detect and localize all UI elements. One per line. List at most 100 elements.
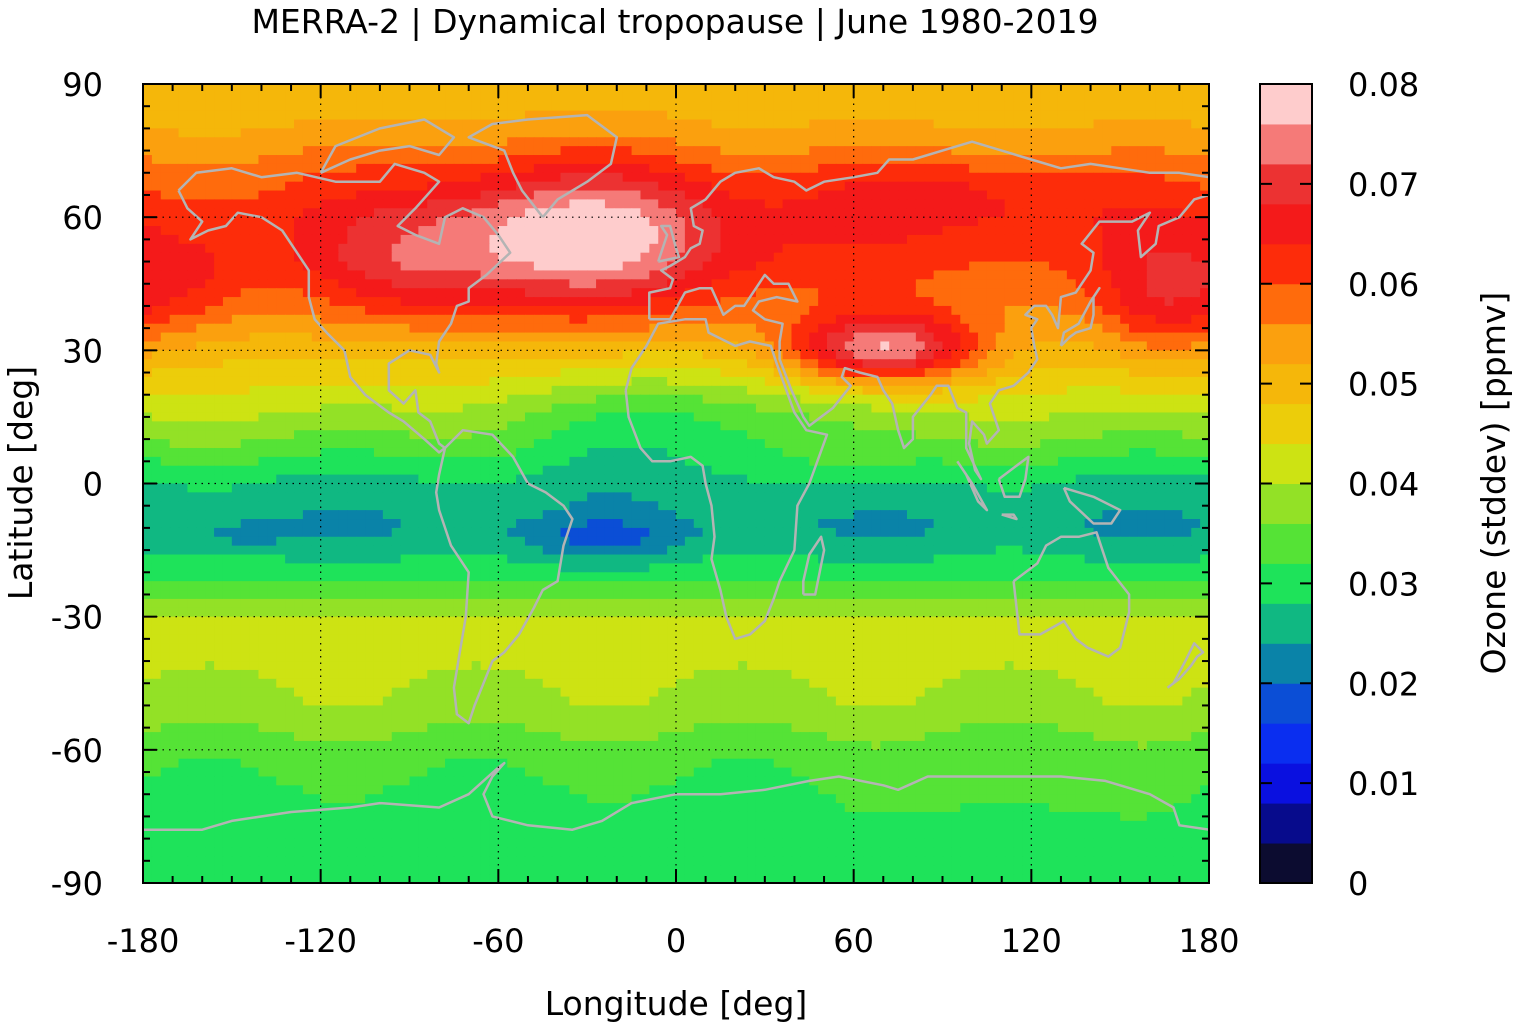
heatmap-cell [818,412,828,422]
heatmap-cell [1173,288,1183,298]
heatmap-cell [986,119,997,129]
heatmap-cell [809,270,819,280]
heatmap-cell [143,297,153,307]
heatmap-cell [489,412,499,422]
heatmap-cell [427,332,437,343]
heatmap-cell [773,403,784,414]
heatmap-cell [1173,394,1183,405]
heatmap-cell [365,181,375,192]
heatmap-cell [1173,243,1183,254]
heatmap-cell [755,181,766,192]
heatmap-cell [1182,279,1192,289]
heatmap-cell [1040,146,1050,156]
heatmap-cell [1093,305,1103,316]
heatmap-cell [524,279,535,289]
heatmap-cell [649,279,659,289]
heatmap-cell [1004,403,1015,414]
heatmap-cell [898,226,908,236]
heatmap-cell [311,305,322,316]
heatmap-cell [1146,190,1157,201]
heatmap-cell [969,146,979,156]
heatmap-cell [240,243,251,254]
heatmap-cell [151,394,162,405]
heatmap-cell [1013,155,1024,165]
heatmap-cell [898,128,908,138]
heatmap-cell [613,359,624,369]
heatmap-cell [1057,376,1068,387]
heatmap-cell [693,385,704,396]
heatmap-cell [951,350,961,360]
heatmap-cell [409,430,419,440]
heatmap-cell [1200,350,1209,360]
heatmap-cell [1182,350,1192,360]
heatmap-cell [1022,146,1032,156]
heatmap-cell [258,243,268,254]
heatmap-cell [489,252,499,263]
heatmap-cell [196,137,206,147]
heatmap-cell [622,146,633,156]
heatmap-cell [596,92,606,103]
heatmap-cell [969,190,979,201]
heatmap-cell [596,288,606,298]
heatmap-cell [187,101,197,112]
heatmap-cell [1031,119,1041,129]
heatmap-cell [915,430,926,440]
heatmap-cell [542,146,553,156]
heatmap-cell [702,279,713,289]
heatmap-cell [222,243,233,254]
heatmap-cell [889,243,899,254]
heatmap-cell [1191,163,1201,174]
heatmap-cell [151,439,162,449]
heatmap-cell [862,172,873,183]
heatmap-cell [933,270,944,280]
heatmap-cell [853,376,864,387]
heatmap-cell [400,110,411,121]
heatmap-cell [302,163,313,174]
heatmap-cell [249,412,260,422]
heatmap-cell [924,412,935,422]
heatmap-cell [942,181,952,192]
heatmap-cell [995,226,1006,236]
heatmap-cell [436,110,446,121]
heatmap-cell [453,314,464,325]
heatmap-cell [453,92,464,103]
heatmap-cell [453,137,464,147]
heatmap-cell [222,447,233,458]
heatmap-cell [587,137,597,147]
heatmap-cell [835,385,846,396]
heatmap-cell [818,323,828,334]
heatmap-cell [187,314,197,325]
heatmap-cell [160,421,171,431]
heatmap-cell [356,190,366,201]
heatmap-cell [427,341,437,351]
heatmap-cell [356,119,366,129]
heatmap-cell [160,163,171,174]
heatmap-cell [604,297,615,307]
heatmap-cell [1182,297,1192,307]
heatmap-cell [427,252,437,263]
heatmap-cell [720,297,730,307]
heatmap-cell [258,394,268,405]
heatmap-cell [160,270,171,280]
heatmap-cell [1155,430,1166,440]
heatmap-cell [1075,323,1086,334]
heatmap-cell [267,447,277,458]
heatmap-cell [702,190,713,201]
heatmap-cell [924,394,935,405]
heatmap-cell [516,163,526,174]
heatmap-cell [1164,190,1175,201]
heatmap-cell [1102,261,1112,272]
heatmap-cell [1049,110,1059,121]
heatmap-cell [427,447,437,458]
heatmap-cell [604,155,615,165]
heatmap-cell [1137,261,1148,272]
heatmap-cell [764,350,775,360]
heatmap-cell [498,297,508,307]
heatmap-cell [373,447,384,458]
heatmap-cell [365,155,375,165]
heatmap-cell [809,368,819,378]
heatmap-cell [1004,217,1015,227]
heatmap-cell [764,279,775,289]
heatmap-cell [143,385,153,396]
heatmap-cell [986,190,997,201]
